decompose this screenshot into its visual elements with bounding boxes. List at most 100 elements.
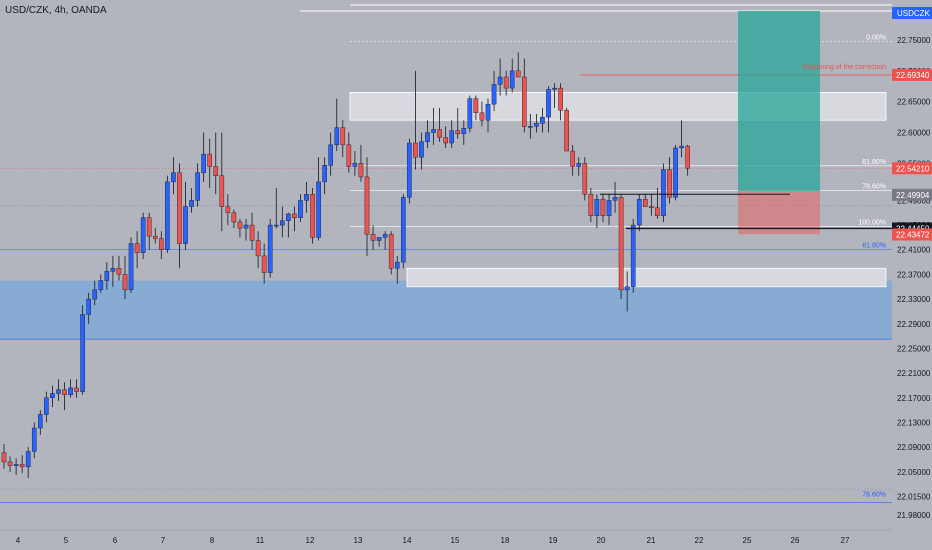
candle-body	[50, 393, 55, 398]
candle-body	[455, 130, 461, 134]
candle-body	[267, 224, 273, 273]
candle-body	[534, 123, 539, 127]
candle-body	[352, 163, 358, 167]
candle-body	[582, 163, 588, 195]
y-tick-label: 22.49000	[897, 196, 931, 205]
candle-body	[310, 194, 315, 238]
candle-body	[588, 194, 594, 217]
candle-body	[558, 87, 563, 111]
candle-body	[280, 220, 285, 226]
price-tag	[892, 68, 932, 81]
candle-body	[667, 169, 672, 198]
candle-body	[128, 243, 134, 291]
y-tick-label: 22.17000	[897, 394, 931, 403]
candle-body	[618, 197, 624, 291]
candle-body	[292, 213, 297, 218]
candle-body	[322, 165, 327, 183]
candle-body	[189, 200, 194, 207]
candle-body	[7, 461, 13, 466]
candle-body	[177, 172, 182, 244]
x-tick-label: 11	[256, 536, 265, 545]
lower-zone	[406, 267, 887, 288]
candle-body	[13, 464, 19, 466]
candle-body	[62, 389, 67, 395]
profit-zone	[738, 11, 820, 192]
candle-body	[110, 268, 116, 272]
candle-body	[74, 387, 79, 392]
candle-body	[195, 172, 200, 201]
candle-body	[576, 163, 582, 167]
candle-body	[503, 76, 509, 89]
candle-body	[643, 198, 648, 207]
candle-body	[146, 217, 152, 237]
candle-body	[19, 464, 25, 468]
x-tick-label: 21	[647, 536, 656, 545]
y-tick-label: 22.09000	[897, 443, 931, 452]
fib-label: 78.60%	[862, 491, 886, 498]
y-tick-label: 22.29000	[897, 320, 931, 329]
candle-body	[679, 145, 684, 149]
x-tick-label: 5	[64, 536, 69, 545]
candle-body	[655, 207, 660, 217]
candle-body	[255, 240, 261, 257]
candle-body	[364, 176, 370, 235]
y-tick-label: 22.65000	[897, 98, 931, 107]
candle-body	[443, 137, 448, 144]
candle-body	[612, 197, 618, 201]
candle-body	[394, 261, 400, 269]
y-tick-label: 22.21000	[897, 369, 931, 378]
y-tick-label: 22.25000	[897, 344, 931, 353]
candle-body	[419, 141, 424, 158]
candle-body	[491, 84, 497, 105]
candle-body	[207, 153, 213, 167]
candle-body	[570, 150, 575, 167]
candles-layer	[1, 52, 690, 478]
candle-body	[594, 198, 600, 217]
candle-body	[249, 224, 255, 241]
y-tick-label: 22.33000	[897, 295, 931, 304]
price-axis[interactable]: 22.7500022.7000022.6500022.6000022.55000…	[892, 0, 932, 550]
candle-body	[546, 89, 551, 118]
candle-body	[382, 234, 388, 238]
candle-body	[183, 206, 188, 244]
candle-body	[286, 213, 291, 221]
price-tag-label: 22.43472	[896, 230, 930, 239]
x-tick-label: 26	[791, 536, 800, 545]
price-axis-bg	[892, 0, 932, 550]
price-tag-label: 22.49904	[896, 191, 930, 200]
fib-label: 61.80%	[862, 243, 886, 250]
candle-body	[685, 145, 690, 169]
x-tick-label: 19	[549, 536, 558, 545]
candle-body	[449, 130, 455, 144]
candle-body	[388, 234, 394, 269]
price-tag	[892, 188, 932, 201]
candle-body	[152, 235, 158, 239]
candle-body	[243, 224, 249, 229]
candle-body	[92, 289, 98, 300]
x-tick-label: 8	[210, 536, 215, 545]
fib-label: 0.00%	[866, 35, 886, 42]
candle-body	[328, 144, 334, 166]
y-tick-label: 22.05000	[897, 468, 931, 477]
candle-body	[44, 397, 49, 415]
candle-body	[479, 112, 485, 121]
x-tick-label: 15	[451, 536, 460, 545]
y-tick-label: 22.41000	[897, 246, 931, 255]
candle-body	[497, 76, 503, 85]
x-tick-label: 27	[841, 536, 850, 545]
fib-label: 100.00%	[858, 219, 886, 226]
y-tick-label: 22.75000	[897, 36, 931, 45]
candle-body	[80, 314, 85, 392]
candle-body	[346, 144, 352, 167]
candle-body	[116, 268, 122, 275]
candle-body	[219, 175, 225, 207]
x-tick-label: 25	[743, 536, 752, 545]
symbol-tag	[892, 7, 932, 19]
time-axis[interactable]: 4 5 6 7 8 11 12 13 14 15 18 19 20 21 22 25 26 27	[0, 529, 892, 545]
candle-body	[376, 237, 382, 241]
candle-body	[370, 234, 376, 241]
candle-body	[636, 198, 642, 226]
candle-body	[437, 129, 442, 138]
candle-body	[401, 197, 406, 263]
